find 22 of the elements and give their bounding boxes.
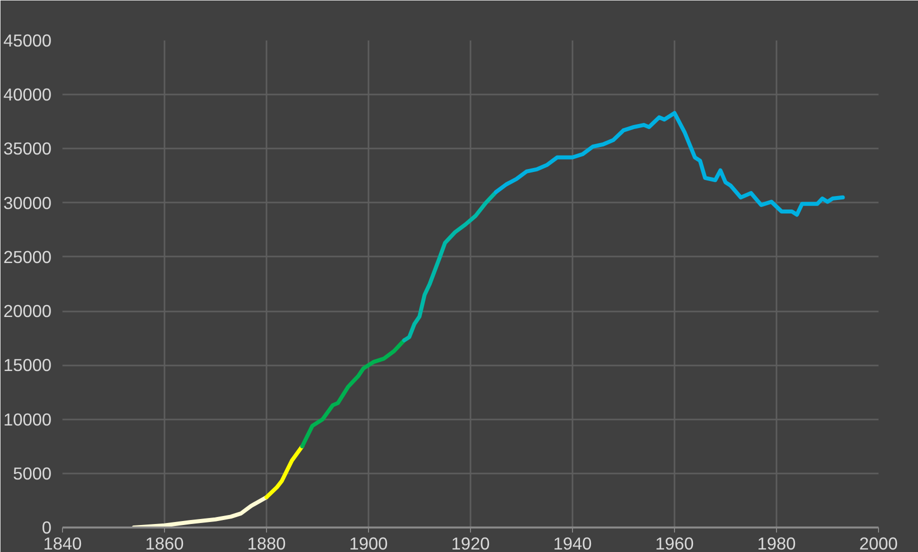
x-tick-label: 1920 [451, 534, 490, 552]
y-tick-label: 10000 [3, 409, 52, 430]
y-tick-label: 5000 [12, 463, 52, 484]
line-series [264, 444, 304, 500]
line-series [132, 495, 268, 528]
x-tick-label: 1960 [655, 534, 694, 552]
line-series [494, 111, 845, 217]
x-tick-label: 2000 [859, 534, 898, 552]
x-tick-label: 1980 [757, 534, 796, 552]
line-series [300, 338, 406, 448]
y-tick-label: 45000 [3, 30, 52, 50]
x-tick-label: 1900 [349, 534, 388, 552]
y-tick-label: 15000 [3, 355, 52, 376]
line-series [402, 190, 498, 342]
y-tick-label: 40000 [3, 84, 52, 105]
y-tick-label: 35000 [3, 138, 52, 159]
y-tick-label: 20000 [3, 301, 52, 322]
y-tick-label: 25000 [3, 246, 52, 267]
x-tick-label: 1860 [145, 534, 184, 552]
y-tick-label: 30000 [3, 192, 52, 213]
x-tick-label: 1940 [553, 534, 592, 552]
x-tick-label: 1880 [247, 534, 286, 552]
